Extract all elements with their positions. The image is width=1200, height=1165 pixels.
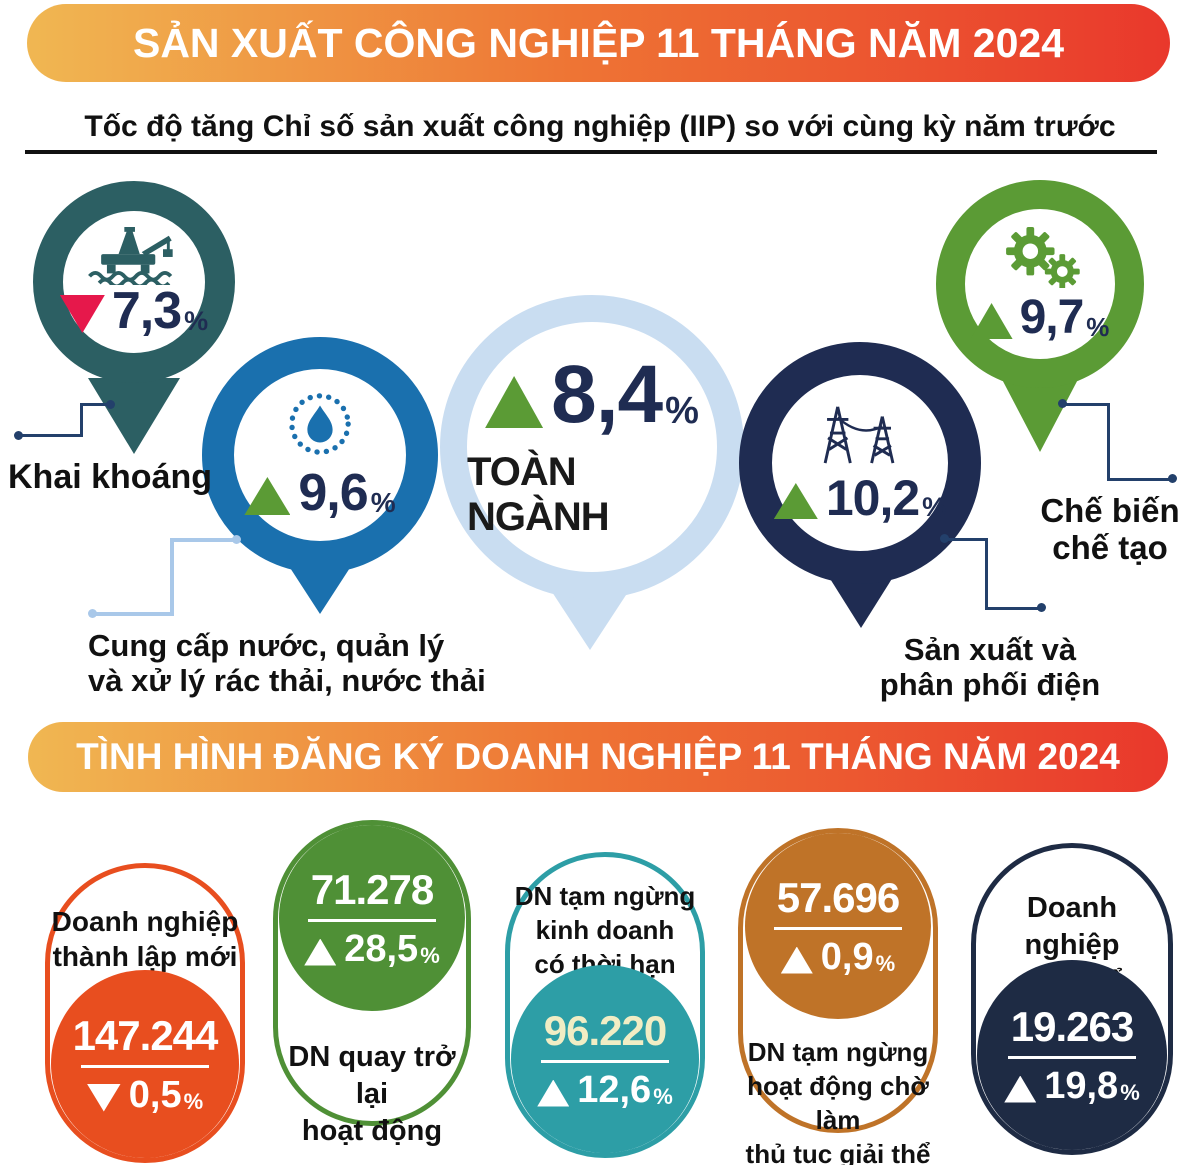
separator (1008, 1055, 1136, 1059)
increase-triangle-icon (970, 303, 1013, 339)
subtitle-underline (25, 150, 1157, 154)
card-change: 0,5 (128, 1073, 182, 1116)
decrease-triangle-icon (59, 295, 105, 333)
iip-subtitle: Tốc độ tăng Chỉ số sản xuất công nghiệp … (84, 110, 1116, 143)
card-circle: 19.263 19,8 % (977, 960, 1167, 1150)
card-change: 12,6 (577, 1068, 652, 1111)
increase-triangle-icon (780, 946, 813, 974)
card-value: 147.244 (72, 1011, 219, 1059)
increase-triangle-icon (485, 376, 544, 428)
card-quay-tro-lai: 71.278 28,5 % DN quay trở lại hoạt động (273, 820, 471, 1147)
card-label: DN tạm ngừng kinh doanh có thời hạn (514, 881, 696, 979)
increase-triangle-icon (537, 1079, 570, 1107)
card-unit: % (653, 1083, 673, 1109)
section-iip-banner: SẢN XUẤT CÔNG NGHIỆP 11 THÁNG NĂM 2024 (27, 4, 1170, 82)
card-value: 96.220 (543, 1006, 667, 1054)
pin-value: 7,3 (111, 282, 182, 340)
card-label: DN tạm ngừng hoạt động chờ làm thủ tục g… (745, 1037, 931, 1165)
card-circle: 147.244 0,5 % (51, 970, 239, 1158)
card-unit: % (1120, 1079, 1140, 1105)
power-towers-icon (823, 406, 895, 464)
card-giai-the: Doanh nghiệp giải thể 19.263 19,8 % (971, 843, 1173, 1155)
label-san-xuat-dien: Sản xuất và phân phối điện (879, 632, 1101, 702)
pin-value: 8,4 (551, 349, 663, 440)
pin-unit: % (370, 487, 396, 518)
separator (81, 1064, 209, 1068)
label-khai-khoang: Khai khoáng (8, 458, 213, 496)
increase-triangle-icon (244, 477, 291, 515)
card-change: 28,5 (344, 927, 419, 970)
water-drop-icon (289, 393, 351, 455)
card-circle: 71.278 28,5 % (279, 825, 465, 1011)
label-cung-cap-nuoc: Cung cấp nước, quản lý và xử lý rác thải… (88, 628, 486, 698)
section-dn-banner-title: TÌNH HÌNH ĐĂNG KÝ DOANH NGHIỆP 11 THÁNG … (76, 736, 1120, 777)
pin-tail (88, 378, 180, 454)
separator (308, 918, 436, 922)
pin-value: 10,2 (825, 470, 920, 526)
pin-unit: % (922, 492, 947, 522)
card-tam-ngung-kinh-doanh: DN tạm ngừng kinh doanh có thời hạn 96.2… (505, 852, 705, 1158)
pin-unit: % (1086, 312, 1110, 342)
card-unit: % (420, 942, 440, 968)
card-circle: 57.696 0,9 % (745, 833, 931, 1019)
pin-unit: % (184, 306, 209, 336)
section-dn-banner: TÌNH HÌNH ĐĂNG KÝ DOANH NGHIỆP 11 THÁNG … (28, 722, 1168, 792)
decrease-triangle-icon (86, 1083, 121, 1112)
pin-value: 9,6 (298, 464, 368, 522)
card-unit: % (875, 950, 896, 976)
increase-triangle-icon (773, 483, 818, 519)
card-value: 71.278 (310, 865, 434, 913)
increase-triangle-icon (304, 938, 337, 966)
card-tam-ngung-cho-giai-the: 57.696 0,9 % DN tạm ngừng hoạt động chờ … (738, 828, 938, 1165)
label-che-bien-che-tao: Chế biến chế tạo (1040, 492, 1180, 566)
card-change: 19,8 (1044, 1064, 1119, 1107)
separator (541, 1059, 669, 1063)
card-label: DN quay trở lại hoạt động (288, 1041, 456, 1147)
section-iip-banner-title: SẢN XUẤT CÔNG NGHIỆP 11 THÁNG NĂM 2024 (132, 19, 1065, 66)
card-circle: 96.220 12,6 % (511, 965, 699, 1153)
increase-triangle-icon (1004, 1075, 1037, 1103)
separator (774, 926, 902, 930)
card-value: 19.263 (1010, 1002, 1134, 1050)
toan-nganh-label: TOÀN NGÀNH (467, 450, 610, 539)
gears-icon (1006, 226, 1080, 288)
pin-value: 9,7 (1019, 291, 1085, 344)
card-change: 0,9 (820, 935, 874, 978)
oil-rig-icon (88, 227, 173, 285)
card-value: 57.696 (776, 873, 900, 921)
card-unit: % (183, 1088, 204, 1114)
pin-unit: % (665, 390, 699, 432)
card-thanh-lap-moi: Doanh nghiệp thành lập mới 147.244 0,5 % (45, 863, 245, 1163)
card-label: Doanh nghiệp thành lập mới (51, 906, 239, 972)
